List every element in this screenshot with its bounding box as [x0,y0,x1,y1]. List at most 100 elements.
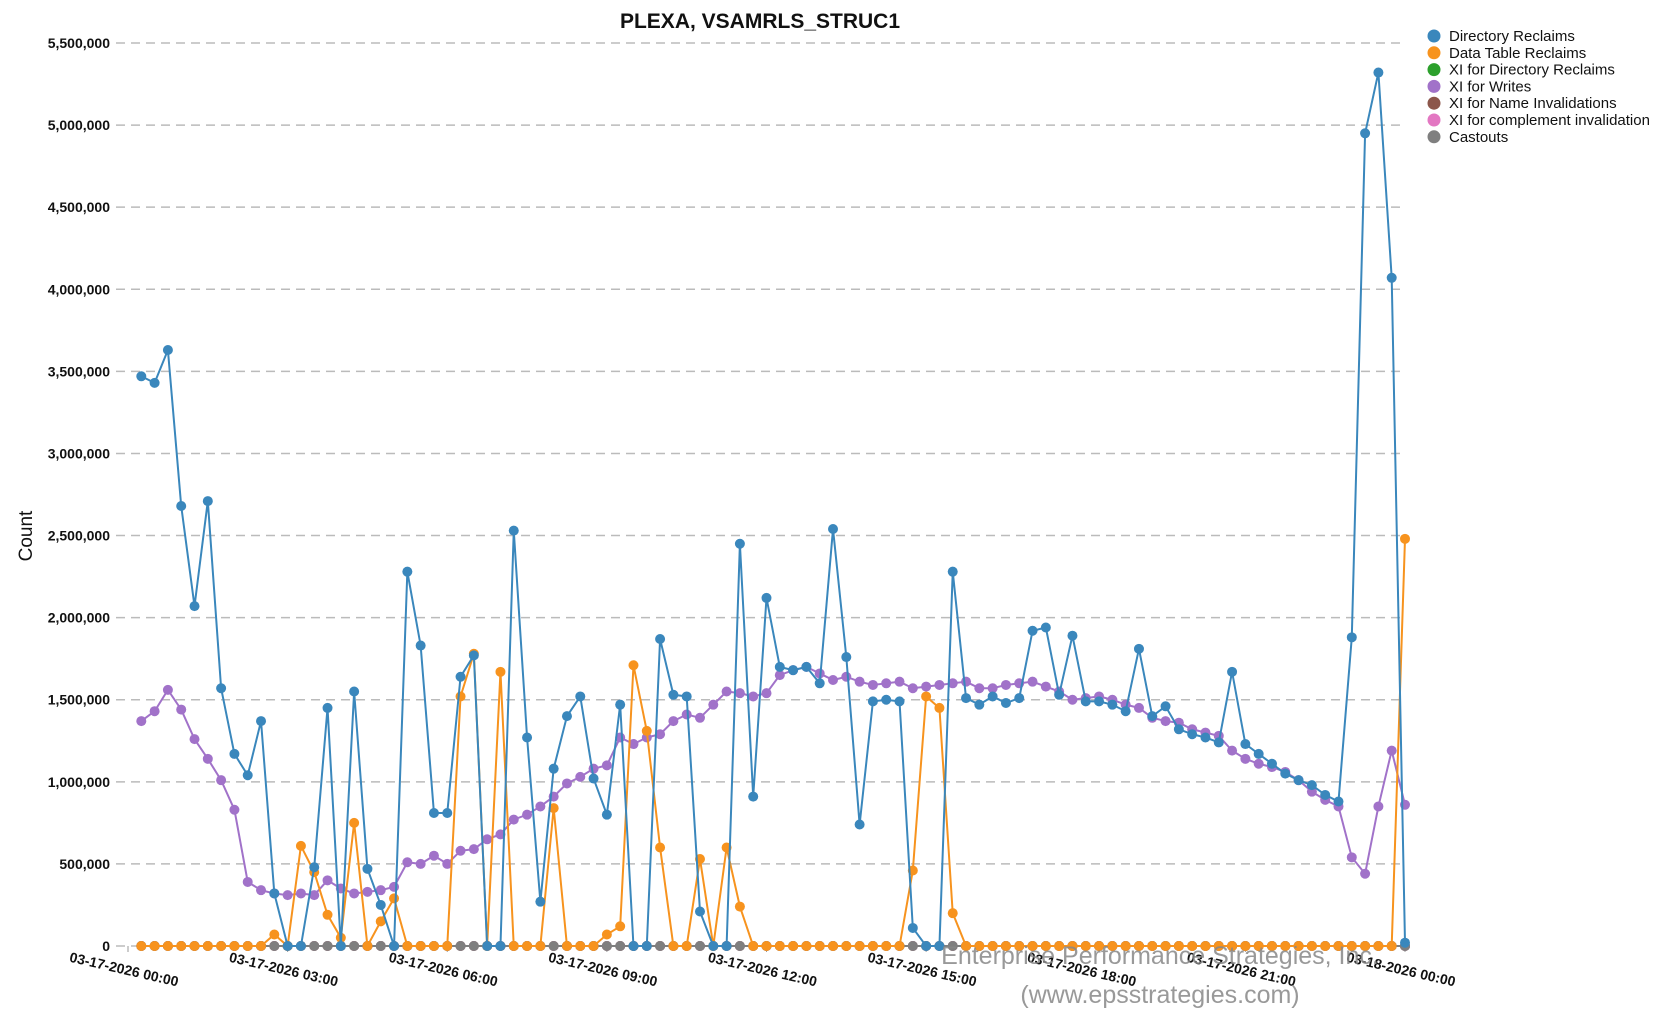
data-point [1160,701,1171,712]
data-point [987,941,998,951]
data-point [561,711,572,722]
data-point [349,941,360,951]
data-point [362,941,373,951]
data-point [615,941,626,951]
data-point [1094,696,1105,707]
data-point [535,896,546,907]
data-point [468,844,479,855]
watermark: (www.epsstrategies.com) [1020,981,1299,1009]
data-point [655,633,666,644]
data-point [415,941,426,951]
data-point [136,371,147,382]
data-point [734,941,745,951]
data-point [242,876,253,887]
data-point [801,661,812,672]
data-point [894,941,905,951]
data-point [947,908,958,919]
data-point [389,941,400,951]
data-point [256,885,267,896]
data-point [1346,941,1357,951]
data-point [1240,941,1251,951]
data-point [495,941,506,951]
data-point [495,666,506,677]
data-point [202,941,213,951]
data-point [774,941,785,951]
data-point [694,906,705,917]
series-line [140,72,1406,947]
data-point [442,941,453,951]
data-point [535,801,546,812]
y-tick-label: 1,000,000 [48,774,110,790]
data-point [349,686,360,697]
data-point [961,941,972,951]
data-point [854,941,865,951]
data-point [295,888,306,899]
data-point [1400,533,1410,544]
data-point [601,809,612,820]
data-point [1054,941,1065,951]
x-tick-label: 03-17-2026 06:00 [387,949,499,990]
data-point [1320,941,1331,951]
data-point [934,941,945,951]
data-point [415,858,426,869]
data-point [828,941,839,951]
data-point [1160,941,1171,951]
data-point [1293,941,1304,951]
data-point [588,763,599,774]
data-point [375,941,386,951]
data-point [1107,699,1118,710]
data-point [934,702,945,713]
data-point [1173,724,1184,735]
data-point [362,863,373,874]
data-point [1360,128,1371,139]
data-point [1227,745,1238,756]
y-tick-label: 5,500,000 [48,35,110,51]
data-point [1120,706,1131,717]
legend-label: XI for Directory Reclaims [1449,62,1615,79]
data-point [641,725,652,736]
data-point [229,804,240,815]
data-point [1386,941,1397,951]
data-point [881,678,892,689]
data-point [455,845,466,856]
data-point [1160,716,1171,727]
x-tick-label: 03-17-2026 09:00 [547,949,659,990]
data-point [468,650,479,661]
data-point [814,678,825,689]
data-point [1240,739,1251,750]
data-point [841,652,852,663]
y-tick-label: 3,500,000 [48,363,110,379]
y-tick-label: 3,000,000 [48,445,110,461]
data-point [162,684,173,695]
data-point [389,893,400,904]
data-point [1187,941,1198,951]
data-point [907,922,918,933]
data-point [1373,941,1384,951]
data-point [694,712,705,723]
data-point [615,699,626,710]
data-point [1360,941,1371,951]
data-point [522,732,533,743]
data-point [575,941,586,951]
chart-title: PLEXA, VSAMRLS_STRUC1 [620,10,900,33]
data-point [774,661,785,672]
data-point [655,729,666,740]
data-point [1280,941,1291,951]
data-point [974,941,985,951]
y-axis-label: Count [16,510,37,561]
data-point [1080,941,1091,951]
data-point [1120,941,1131,951]
data-point [708,699,719,710]
data-point [748,791,759,802]
data-point [1280,768,1291,779]
data-point [295,941,306,951]
data-point [1200,941,1211,951]
data-point [881,694,892,705]
data-point [402,941,413,951]
data-point [256,716,267,727]
legend-label: XI for Writes [1449,78,1531,95]
data-point [162,941,173,951]
data-point [442,858,453,869]
data-point [681,941,692,951]
data-point [1027,625,1038,636]
